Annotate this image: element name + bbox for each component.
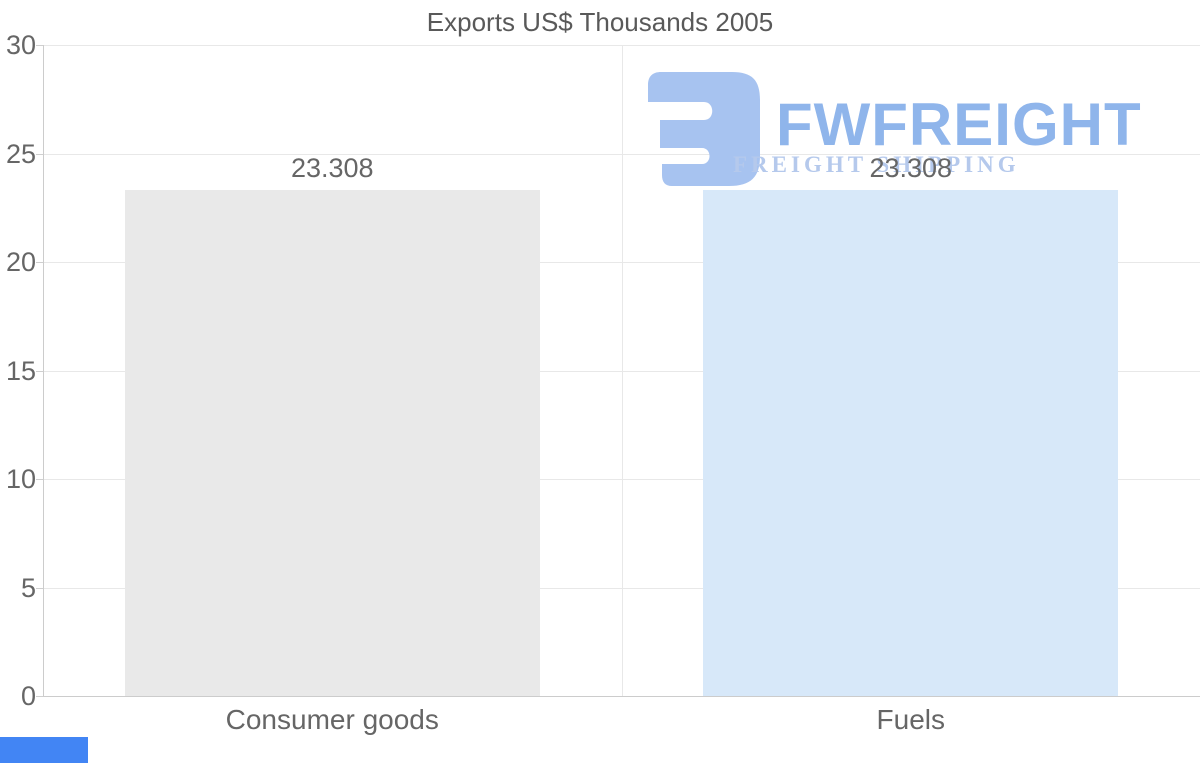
bar-value-label: 23.308 <box>869 153 953 184</box>
bar-value-label: 23.308 <box>290 153 374 184</box>
y-tick-mark <box>36 45 43 46</box>
y-axis-line <box>43 45 44 697</box>
y-tick-mark <box>36 696 43 697</box>
chart-title: Exports US$ Thousands 2005 <box>426 7 774 37</box>
y-tick-label: 20 <box>5 247 36 277</box>
fwfreight-wordmark: FWFREIGHT <box>776 91 1142 158</box>
x-axis-line <box>36 696 1200 697</box>
fwfreight-logo-icon <box>648 72 760 186</box>
y-tick-mark <box>36 153 43 155</box>
category-boundary-gridline <box>621 45 623 696</box>
bar-consumer-goods[interactable] <box>124 190 540 696</box>
y-tick-label: 25 <box>5 138 36 169</box>
y-tick-mark <box>36 262 43 263</box>
y-tick-mark <box>36 479 43 480</box>
bar-fuels[interactable] <box>703 190 1119 696</box>
y-tick-mark <box>36 370 43 372</box>
y-tick-label: 0 <box>20 681 36 711</box>
category-label: Consumer goods <box>225 704 439 735</box>
bottom-left-partial-button[interactable] <box>0 737 88 763</box>
y-tick-label: 15 <box>5 355 36 386</box>
y-tick-label: 30 <box>5 30 36 60</box>
category-label: Fuels <box>876 704 945 735</box>
y-tick-mark <box>36 587 43 589</box>
y-tick-label: 10 <box>5 464 36 494</box>
y-tick-label: 5 <box>20 572 36 603</box>
fwfreight-tagline: FREIGHT SHIPPING <box>733 152 1020 177</box>
